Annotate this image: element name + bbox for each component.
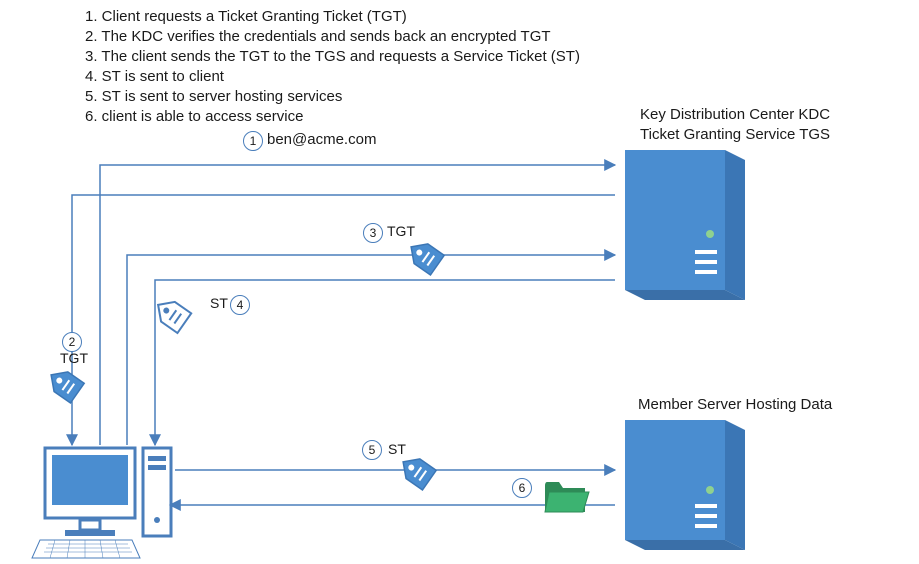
step-circle-5: 5 — [362, 440, 382, 460]
kdc-server-icon — [625, 150, 745, 300]
step-text-3: 3. The client sends the TGT to the TGS a… — [85, 48, 580, 65]
tgt-label-3: TGT — [387, 223, 415, 239]
st-tag-icon-5 — [396, 452, 436, 490]
step-text-6: 6. client is able to access service — [85, 108, 303, 125]
data-folder-icon — [545, 482, 589, 512]
diagram-stage: { "colors":{ "line":"#4a7ebb", "fill":"#… — [0, 0, 919, 564]
step-circle-6: 6 — [512, 478, 532, 498]
step-circle-3: 3 — [363, 223, 383, 243]
step-circle-1: 1 — [243, 131, 263, 151]
tgt-tag-icon-2 — [44, 365, 84, 403]
step-text-5: 5. ST is sent to server hosting services — [85, 88, 342, 105]
step-text-1: 1. Client requests a Ticket Granting Tic… — [85, 8, 407, 25]
kdc-label-line2: Ticket Granting Service TGS — [640, 126, 830, 143]
st-label-4: ST — [210, 295, 228, 311]
tgt-label-2: TGT — [60, 350, 88, 366]
kdc-label-line1: Key Distribution Center KDC — [640, 106, 830, 123]
step-text-4: 4. ST is sent to client — [85, 68, 224, 85]
step-text-2: 2. The KDC verifies the credentials and … — [85, 28, 551, 45]
user-label: ben@acme.com — [267, 131, 376, 148]
tgt-tag-icon-3 — [404, 237, 444, 275]
member-server-label: Member Server Hosting Data — [638, 396, 832, 413]
st-tag-icon-4 — [151, 295, 191, 333]
client-computer-icon — [32, 448, 171, 558]
step-circle-2: 2 — [62, 332, 82, 352]
st-label-5: ST — [388, 441, 406, 457]
member-server-icon — [625, 420, 745, 550]
step-circle-4: 4 — [230, 295, 250, 315]
